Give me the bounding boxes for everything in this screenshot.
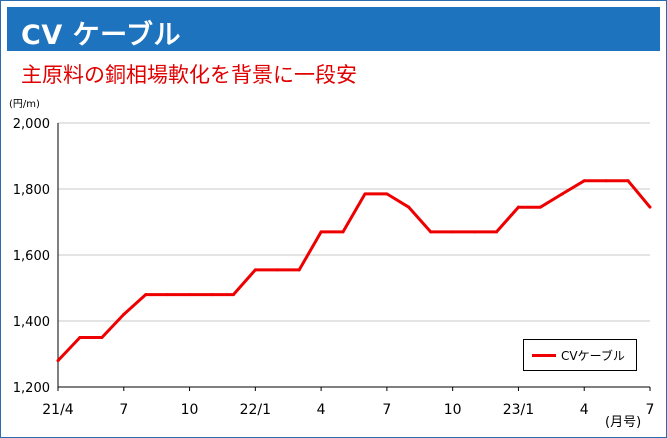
legend-swatch bbox=[532, 354, 556, 357]
data-point bbox=[451, 230, 455, 234]
x-tick-label: 22/1 bbox=[240, 402, 271, 418]
y-tick-label: 1,400 bbox=[13, 315, 50, 330]
x-tick-label: 7 bbox=[119, 402, 128, 418]
data-point bbox=[100, 336, 104, 339]
data-point bbox=[341, 230, 345, 234]
x-tick-label: 10 bbox=[444, 402, 462, 418]
data-point bbox=[604, 179, 608, 183]
data-point bbox=[626, 179, 630, 183]
data-point bbox=[582, 179, 586, 183]
chart-title: CV ケーブル bbox=[21, 20, 181, 51]
x-tick-label: 7 bbox=[382, 402, 391, 418]
y-tick-label: 2,000 bbox=[13, 117, 50, 132]
y-tick-label: 1,800 bbox=[13, 183, 50, 198]
data-point bbox=[297, 268, 301, 272]
data-point bbox=[231, 293, 235, 297]
data-point bbox=[538, 205, 542, 209]
x-tick-label: 4 bbox=[580, 402, 589, 418]
data-point bbox=[275, 268, 279, 272]
legend-label: CVケーブル bbox=[561, 349, 625, 363]
data-point bbox=[209, 293, 213, 297]
data-point bbox=[166, 293, 170, 297]
data-point bbox=[56, 359, 60, 363]
data-point bbox=[122, 312, 126, 316]
chart-subtitle: 主原料の銅相場軟化を背景に一段安 bbox=[21, 63, 357, 87]
data-point bbox=[385, 192, 389, 196]
data-point bbox=[648, 205, 652, 209]
y-tick-label: 1,200 bbox=[13, 381, 50, 396]
legend: CVケーブル bbox=[523, 339, 637, 371]
data-point bbox=[495, 230, 499, 234]
y-tick-label: 1,600 bbox=[13, 249, 50, 264]
data-point bbox=[188, 293, 192, 297]
data-point bbox=[144, 293, 148, 297]
data-point bbox=[78, 336, 82, 339]
data-point bbox=[253, 268, 257, 272]
data-point bbox=[319, 230, 323, 234]
x-tick-label: 7 bbox=[646, 402, 655, 418]
x-tick-label: 21/4 bbox=[42, 402, 74, 418]
data-point bbox=[560, 192, 564, 196]
data-point bbox=[473, 230, 477, 234]
x-tick-label: 10 bbox=[181, 402, 199, 418]
title-bar: CV ケーブル bbox=[7, 7, 660, 51]
data-point bbox=[363, 192, 367, 196]
y-axis-unit: (円/m) bbox=[9, 99, 40, 110]
data-point bbox=[429, 230, 433, 234]
x-tick-label: 23/1 bbox=[503, 402, 534, 418]
x-tick-label: 4 bbox=[317, 402, 326, 418]
data-point bbox=[516, 205, 520, 209]
series-line-cv-cable bbox=[56, 179, 652, 362]
data-point bbox=[407, 205, 411, 209]
x-axis-unit: (月号) bbox=[605, 415, 642, 430]
